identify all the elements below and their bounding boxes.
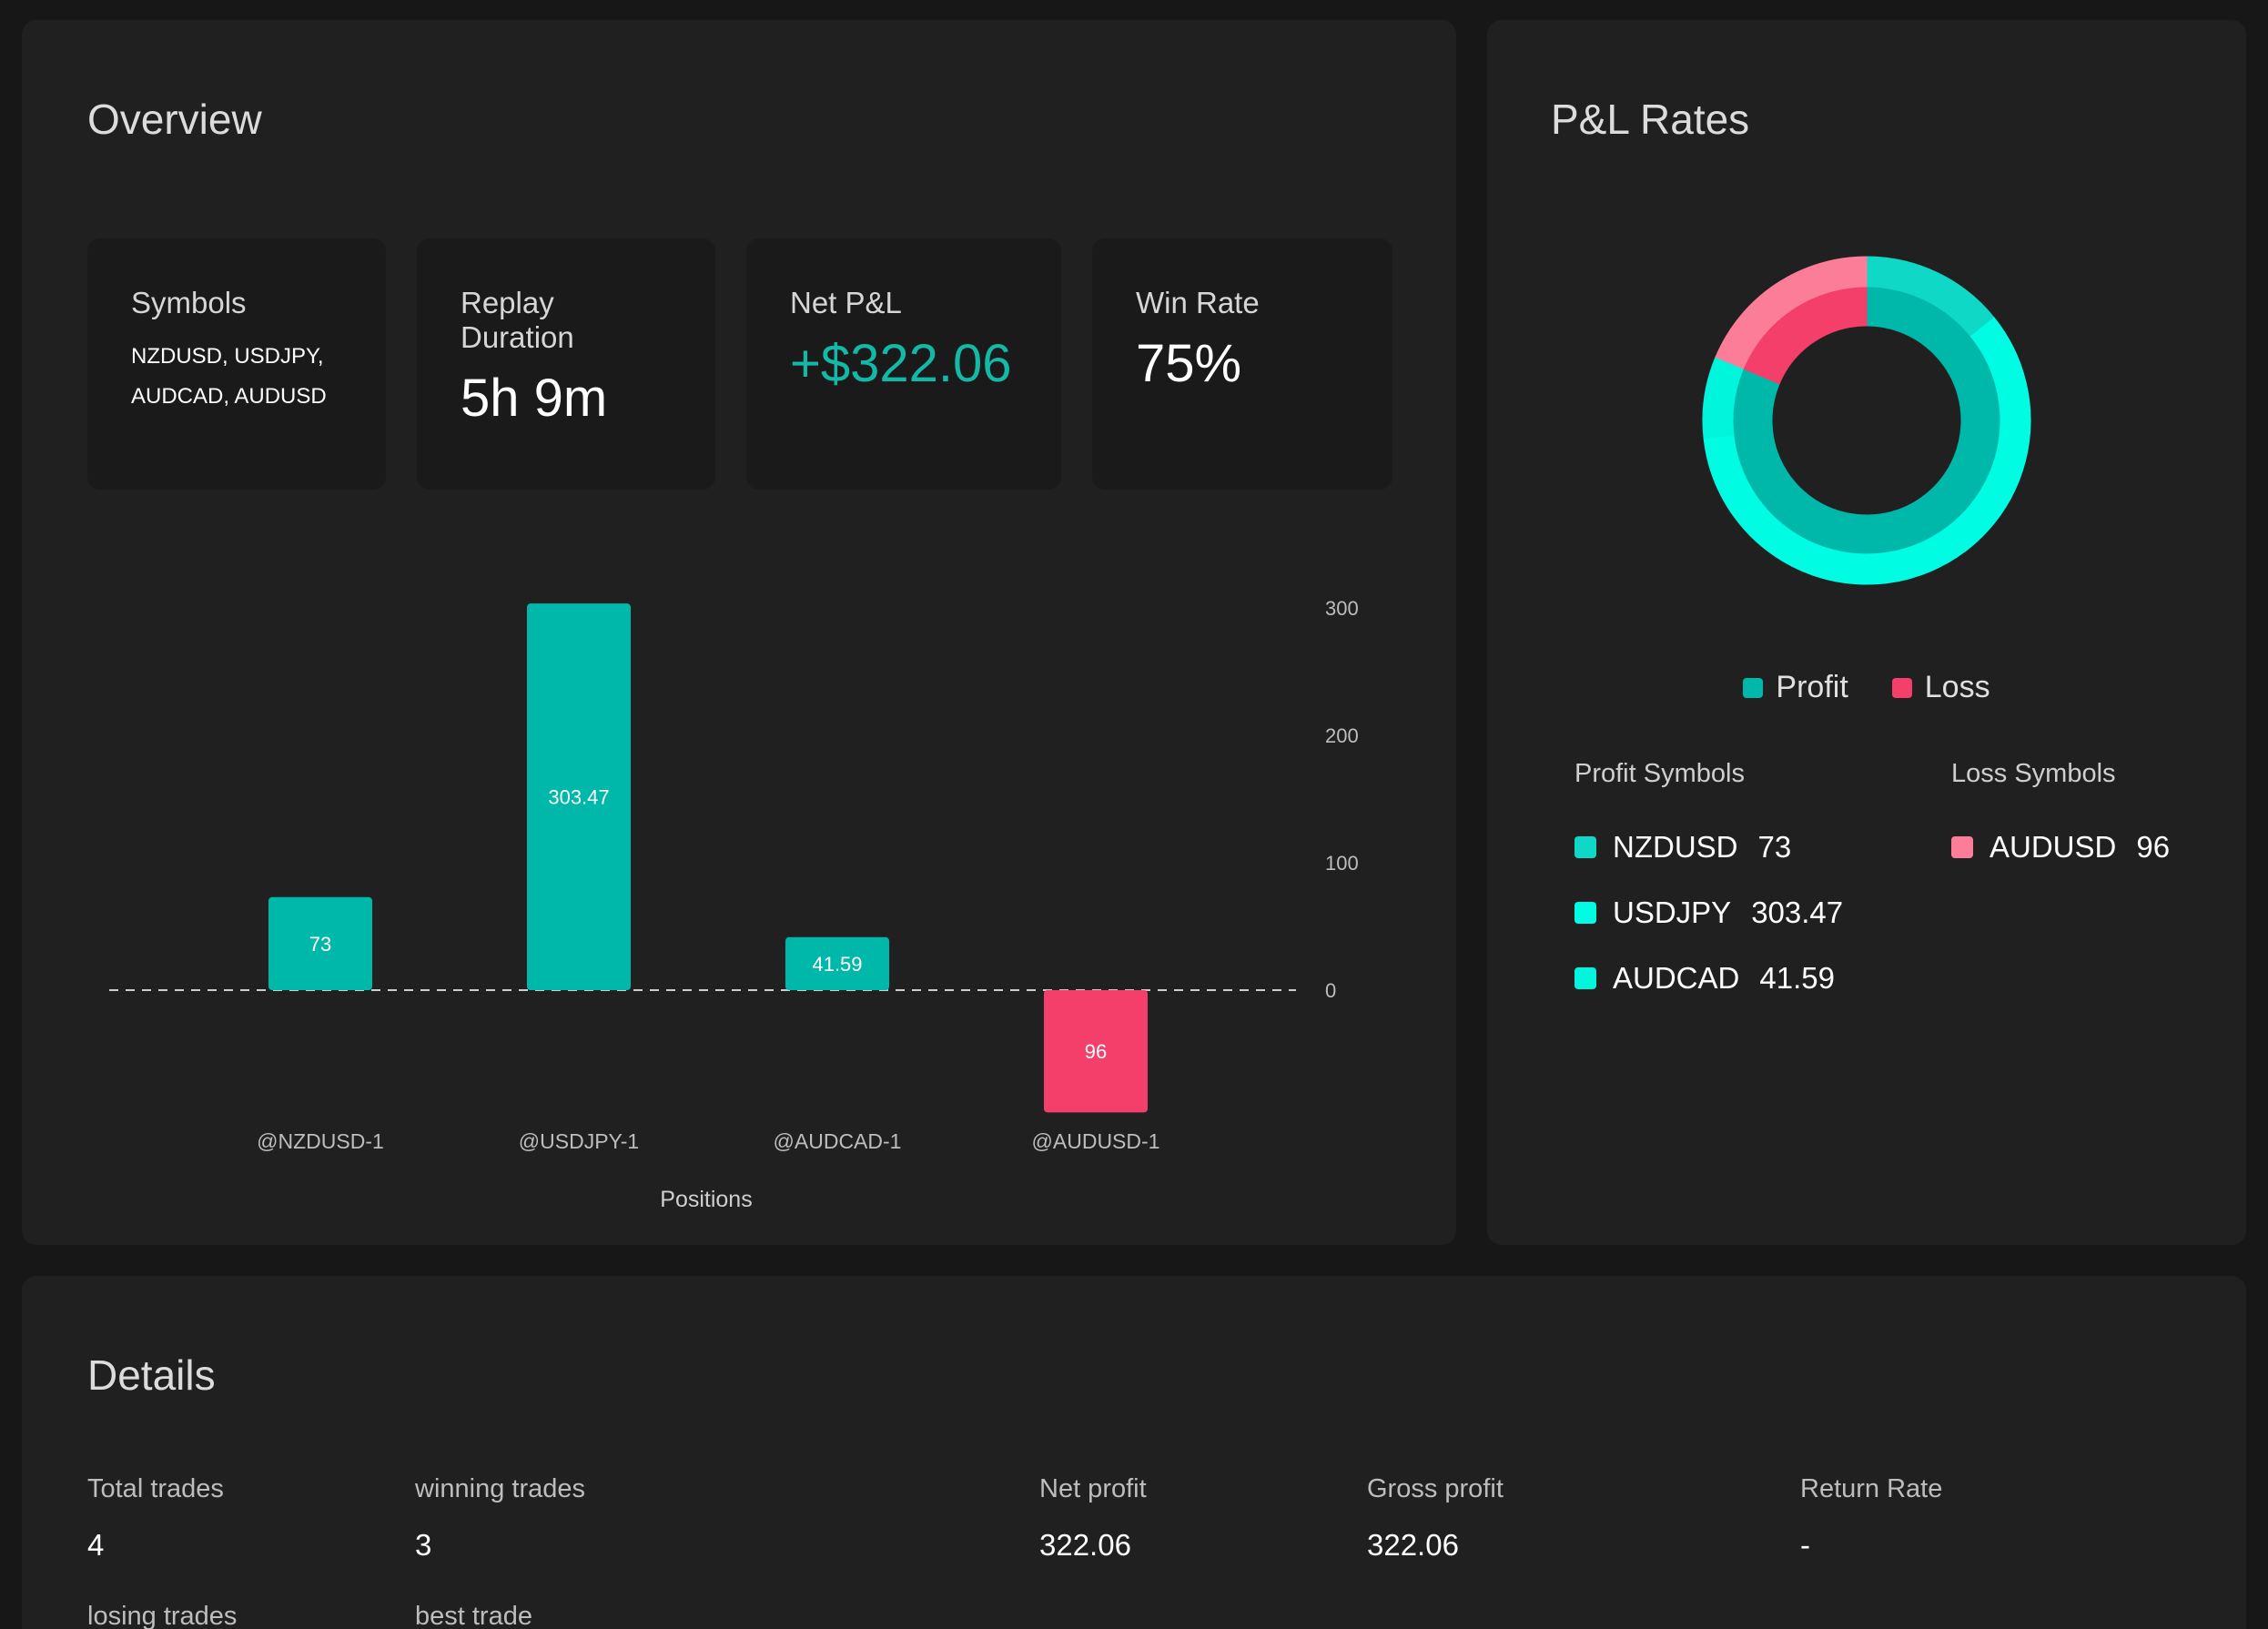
profit-symbols-list: Profit Symbols NZDUSD 73 USDJPY 303.47 A… xyxy=(1574,759,1843,1011)
win-rate-card: Win Rate 75% xyxy=(1092,238,1392,490)
best-trade: best trade xyxy=(415,1602,532,1629)
losing-trades-label: losing trades xyxy=(87,1602,238,1629)
symbol-name: AUDCAD xyxy=(1613,961,1740,995)
losing-trades: losing trades xyxy=(87,1602,237,1629)
bar-value-label: 73 xyxy=(309,933,331,956)
legend-profit[interactable]: Profit xyxy=(1743,670,1848,705)
total-trades: Total trades 4 xyxy=(87,1474,224,1563)
replay-duration-card: Replay Duration 5h 9m xyxy=(417,238,715,490)
symbol-name: NZDUSD xyxy=(1613,830,1738,864)
pl-rates-title: P&L Rates xyxy=(1551,96,1750,143)
gross-profit-label: Gross profit xyxy=(1367,1474,1504,1503)
bar-audcad-1 xyxy=(785,936,889,990)
symbols-line-2: AUDCAD, AUDUSD xyxy=(131,384,327,409)
overview-panel: Overview Symbols NZDUSD, USDJPY, AUDCAD,… xyxy=(22,20,1456,1245)
legend-profit-label: Profit xyxy=(1776,670,1848,704)
symbol-value: 41.59 xyxy=(1759,961,1835,995)
y-tick-label: 100 xyxy=(1325,852,1359,875)
bar-value-label: 41.59 xyxy=(812,953,862,976)
winning-trades: winning trades 3 xyxy=(415,1474,585,1563)
positions-bar-chart: 0 100 200 300 73 @NZDUSD-1 303.47 @USDJPY-1 41.5… xyxy=(109,597,1359,1212)
symbol-swatch xyxy=(1574,836,1596,858)
profit-symbol-row: AUDCAD 41.59 xyxy=(1574,946,1843,1011)
symbols-line-1: NZDUSD, USDJPY, xyxy=(131,344,324,369)
replay-duration-label: Replay Duration xyxy=(461,286,574,354)
replay-duration-value: 5h 9m xyxy=(461,369,608,428)
best-trade-label: best trade xyxy=(415,1602,532,1629)
details-title: Details xyxy=(87,1351,216,1399)
bar-value-label: 96 xyxy=(1085,1040,1107,1063)
win-rate-label: Win Rate xyxy=(1136,286,1260,319)
win-rate-value: 75% xyxy=(1136,334,1242,393)
total-trades-label: Total trades xyxy=(87,1474,224,1503)
net-profit-label: Net profit xyxy=(1039,1474,1147,1503)
loss-symbols-title: Loss Symbols xyxy=(1951,759,2116,788)
return-rate-value: - xyxy=(1800,1528,1810,1562)
symbol-swatch xyxy=(1951,836,1973,858)
loss-symbols-list: Loss Symbols AUDUSD 96 xyxy=(1951,759,2170,880)
bar-audusd-1 xyxy=(1044,990,1148,1113)
legend-loss-label: Loss xyxy=(1924,670,1990,704)
symbols-card-label: Symbols xyxy=(131,286,247,319)
return-rate-label: Return Rate xyxy=(1800,1474,1943,1503)
symbol-name: AUDUSD xyxy=(1990,830,2117,864)
net-pl-label: Net P&L xyxy=(790,286,902,319)
y-tick-label: 0 xyxy=(1325,979,1336,1002)
y-tick-label: 200 xyxy=(1325,724,1359,747)
gross-profit: Gross profit 322.06 xyxy=(1367,1474,1504,1563)
x-tick-label: @AUDUSD-1 xyxy=(1032,1129,1160,1153)
x-axis-title: Positions xyxy=(660,1187,752,1212)
inner-slice-profit xyxy=(1733,287,2000,554)
winning-trades-value: 3 xyxy=(415,1528,432,1562)
winning-trades-label: winning trades xyxy=(415,1474,585,1503)
details-panel: Details Total trades 4 winning trades 3 … xyxy=(22,1276,2246,1629)
symbol-value: 73 xyxy=(1757,830,1792,864)
net-profit-value: 322.06 xyxy=(1039,1528,1131,1562)
symbol-name: USDJPY xyxy=(1613,895,1732,929)
return-rate: Return Rate - xyxy=(1800,1474,1942,1563)
symbol-swatch xyxy=(1574,967,1596,989)
profit-symbol-row: NZDUSD 73 xyxy=(1574,814,1843,880)
y-tick-label: 300 xyxy=(1325,597,1359,620)
legend-loss[interactable]: Loss xyxy=(1891,670,1990,705)
loss-symbol-row: AUDUSD 96 xyxy=(1951,814,2170,880)
symbol-value: 303.47 xyxy=(1751,895,1844,929)
profit-symbol-row: USDJPY 303.47 xyxy=(1574,880,1843,946)
pl-rates-panel: P&L Rates Profit Loss Profit Symbols NZD… xyxy=(1487,20,2246,1245)
symbol-value: 96 xyxy=(2136,830,2171,864)
donut-legend: Profit Loss xyxy=(1487,670,2246,705)
bar-usdjpy-1 xyxy=(527,603,631,990)
x-tick-label: @USDJPY-1 xyxy=(519,1129,639,1153)
total-trades-value: 4 xyxy=(87,1528,105,1562)
gross-profit-value: 322.06 xyxy=(1367,1528,1459,1562)
symbol-swatch xyxy=(1574,902,1596,924)
profit-symbols-title: Profit Symbols xyxy=(1574,759,1745,788)
overview-title: Overview xyxy=(87,96,262,143)
x-tick-label: @AUDCAD-1 xyxy=(774,1129,902,1153)
pl-donut-chart xyxy=(1702,256,2031,585)
symbols-card-value: NZDUSD, USDJPY, AUDCAD, AUDUSD xyxy=(131,337,342,417)
symbols-card: Symbols NZDUSD, USDJPY, AUDCAD, AUDUSD xyxy=(87,238,386,490)
net-profit: Net profit 322.06 xyxy=(1039,1474,1147,1563)
net-pl-card: Net P&L +$322.06 xyxy=(746,238,1061,490)
net-pl-value: +$322.06 xyxy=(790,334,1012,393)
x-tick-label: @NZDUSD-1 xyxy=(257,1129,384,1153)
inner-slice-loss xyxy=(1743,287,1868,385)
bar-value-label: 303.47 xyxy=(548,786,609,809)
bar-nzdusd-1 xyxy=(268,896,372,990)
loss-swatch xyxy=(1891,677,1912,698)
profit-swatch xyxy=(1743,677,1764,698)
